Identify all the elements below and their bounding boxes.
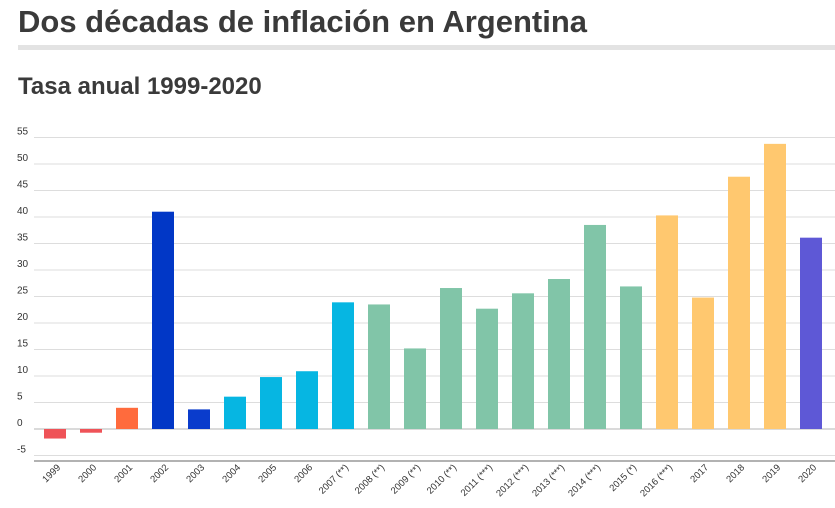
y-tick-label: 40 [17, 206, 29, 217]
y-axis: -5 0 5 10 15 20 25 30 35 40 45 50 55 [17, 127, 29, 456]
x-tick-label: 2016 (***) [638, 462, 675, 499]
y-tick-label: 20 [17, 312, 29, 323]
x-tick-label: 2014 (***) [566, 462, 603, 499]
bar-1999 [44, 429, 66, 439]
x-tick-label: 2018 [724, 462, 747, 485]
bar-2010 [440, 288, 462, 429]
x-tick-label: 2019 [760, 462, 783, 485]
x-tick-label: 2013 (***) [530, 462, 567, 499]
y-tick-label: 10 [17, 365, 29, 376]
bar-2002 [152, 211, 174, 429]
x-tick-label: 2011 (***) [459, 462, 495, 498]
bar-2011 [476, 308, 498, 429]
x-axis: 1999 2000 2001 2002 2003 2004 2005 2006 2007 (**… [34, 460, 835, 499]
bar-2012 [512, 293, 534, 429]
x-tick-label: 2012 (***) [494, 462, 531, 499]
bar-2015 [620, 286, 642, 429]
bar-2016 [656, 215, 678, 429]
bar-2007 [332, 302, 354, 429]
y-tick-label: 35 [17, 233, 29, 244]
x-tick-label: 2017 [688, 462, 711, 485]
bar-2018 [728, 176, 750, 429]
y-tick-label: 45 [17, 180, 29, 191]
x-tick-label: 2006 [292, 462, 315, 485]
bar-2013 [548, 279, 570, 429]
title-divider [18, 45, 835, 50]
chart-subtitle: Tasa anual 1999-2020 [18, 73, 262, 100]
x-tick-label: 2002 [148, 462, 171, 485]
bar-2014 [584, 224, 606, 429]
chart-title: Dos décadas de inflación en Argentina [18, 4, 588, 39]
y-tick-label: 25 [17, 286, 29, 297]
bar-2000 [80, 429, 102, 433]
bar-2005 [260, 377, 282, 429]
bar-2001 [116, 407, 138, 429]
x-tick-label: 2004 [220, 462, 243, 485]
y-tick-label: -5 [17, 445, 26, 456]
x-tick-label: 2020 [796, 462, 819, 485]
bar-2008 [368, 304, 390, 429]
bar-2004 [224, 396, 246, 429]
bar-2017 [692, 297, 714, 429]
bars [44, 143, 822, 439]
x-tick-label: 2003 [184, 462, 207, 485]
y-tick-label: 30 [17, 259, 29, 270]
y-tick-label: 5 [17, 392, 23, 403]
y-tick-label: 0 [17, 418, 23, 429]
x-tick-label: 2009 (**) [389, 462, 423, 496]
x-tick-label: 2007 (**) [317, 462, 351, 496]
bar-2009 [404, 348, 426, 429]
x-tick-label: 2015 (*) [607, 462, 639, 494]
x-tick-label: 2001 [112, 462, 135, 485]
y-tick-label: 15 [17, 339, 29, 350]
y-tick-label: 55 [17, 127, 29, 138]
x-tick-label: 1999 [40, 462, 63, 485]
bar-2019 [764, 143, 786, 430]
x-tick-label: 2008 (**) [353, 462, 387, 496]
x-tick-label: 2010 (**) [425, 462, 459, 496]
y-tick-label: 50 [17, 153, 29, 164]
x-tick-label: 2005 [256, 462, 279, 485]
x-tick-label: 2000 [76, 462, 99, 485]
bar-2020 [800, 237, 822, 429]
bar-2003 [188, 409, 210, 429]
bar-2006 [296, 371, 318, 429]
